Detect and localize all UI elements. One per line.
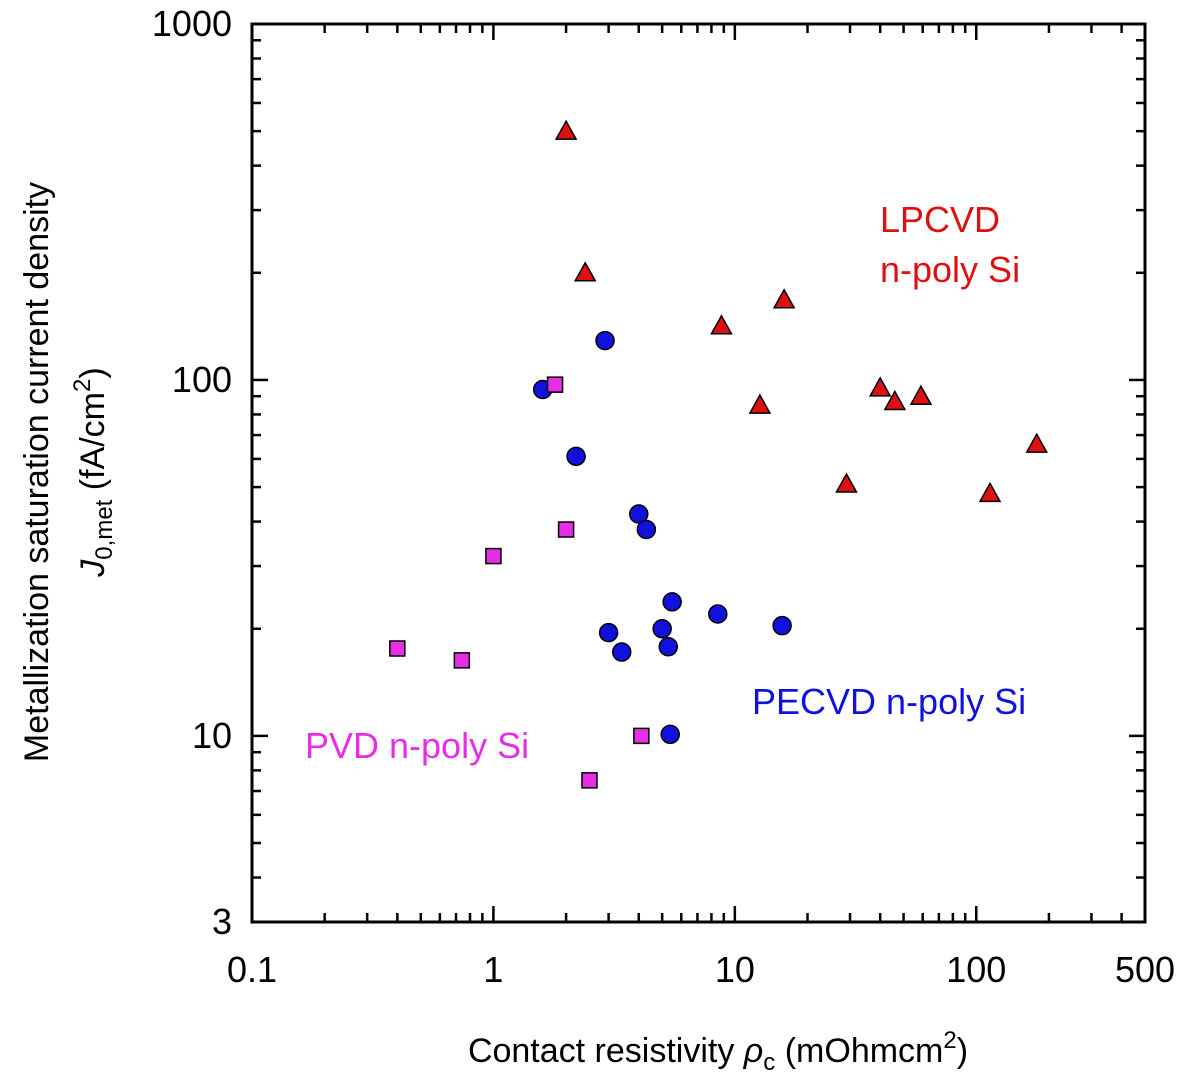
y-tick-label: 10 [192,715,232,756]
y-axis-label-symbol: J [74,559,112,578]
data-point-triangle [835,472,858,493]
y-axis-label-unit: (fA/cm [74,392,112,500]
data-point-triangle [573,261,597,282]
data-point-square [581,772,598,789]
y-tick-label: 1000 [152,3,232,44]
series-label-lpcvd-line2: n-poly Si [880,249,1020,290]
data-point-circle [652,618,672,639]
data-point-circle [595,330,615,351]
data-point-circle [629,504,649,524]
data-point-circle [662,592,682,612]
data-point-triangle [909,384,933,405]
data-point-circle [566,446,586,467]
data-point-circle [708,604,728,624]
plot-frame [250,22,1147,924]
series-label-lpcvd: LPCVD [880,199,1000,240]
x-axis-label: Contact resistivity ρc (mOhmcm2) [468,1027,968,1076]
y-axis-label-unit-sup: 2 [69,379,96,392]
x-axis-label-unit-sup: 2 [943,1027,956,1054]
data-point-square [633,727,650,745]
y-tick-label: 3 [212,901,232,942]
x-tick-label: 10 [715,949,755,990]
x-tick-label: 1 [483,949,503,990]
data-points [389,119,1048,789]
data-point-circle [660,724,680,745]
y-axis-label-unit-close: ) [74,367,112,378]
x-tick-label: 0.1 [227,949,277,990]
series-label-pvd-line1: PVD n-poly Si [305,725,529,766]
data-point-triangle [883,389,907,411]
axis-tick-labels: 0.1 1 10 100 500 3 10 100 1000 [152,3,1175,990]
data-point-triangle [1025,432,1048,453]
data-point-square [546,376,564,393]
data-point-triangle [978,481,1002,503]
series-label-pecvd: PECVD n-poly Si [752,681,1026,722]
data-point-circle [636,519,657,540]
series-label-lpcvd-2: n-poly Si [880,249,1020,290]
data-point-circle [658,637,679,657]
data-point-triangle [772,288,796,309]
x-tick-label: 500 [1115,949,1175,990]
x-axis-label-unit: (mOhmcm [775,1032,943,1070]
data-point-circle [598,622,619,643]
data-point-circle [772,615,792,636]
x-axis-label-symbol: ρ [743,1032,763,1070]
y-axis-label-line2: J0,met (fA/cm2) [69,367,118,577]
data-point-triangle [554,119,578,140]
y-axis-label-line1: Metallization saturation current density [18,182,56,762]
x-axis-label-text: Contact resistivity [468,1032,744,1070]
axis-ticks [252,24,1145,922]
data-point-square [453,652,471,669]
y-axis-label-symbol-sub: 0,met [91,499,118,559]
x-axis-label-symbol-sub: c [763,1049,775,1076]
series-label-pvd: PVD n-poly Si [305,725,529,766]
data-point-square [389,640,406,657]
y-tick-label: 100 [172,359,232,400]
data-point-triangle [868,376,892,397]
series-label-pecvd-line1: PECVD n-poly Si [752,681,1026,722]
x-axis-label-unit-close: ) [957,1032,968,1070]
data-point-square [485,547,502,565]
x-tick-label: 100 [946,949,1006,990]
data-point-triangle [710,314,733,335]
data-point-circle [611,642,632,662]
data-point-triangle [748,393,772,414]
data-point-square [557,521,575,538]
series-label-lpcvd-line1: LPCVD [880,199,1000,240]
